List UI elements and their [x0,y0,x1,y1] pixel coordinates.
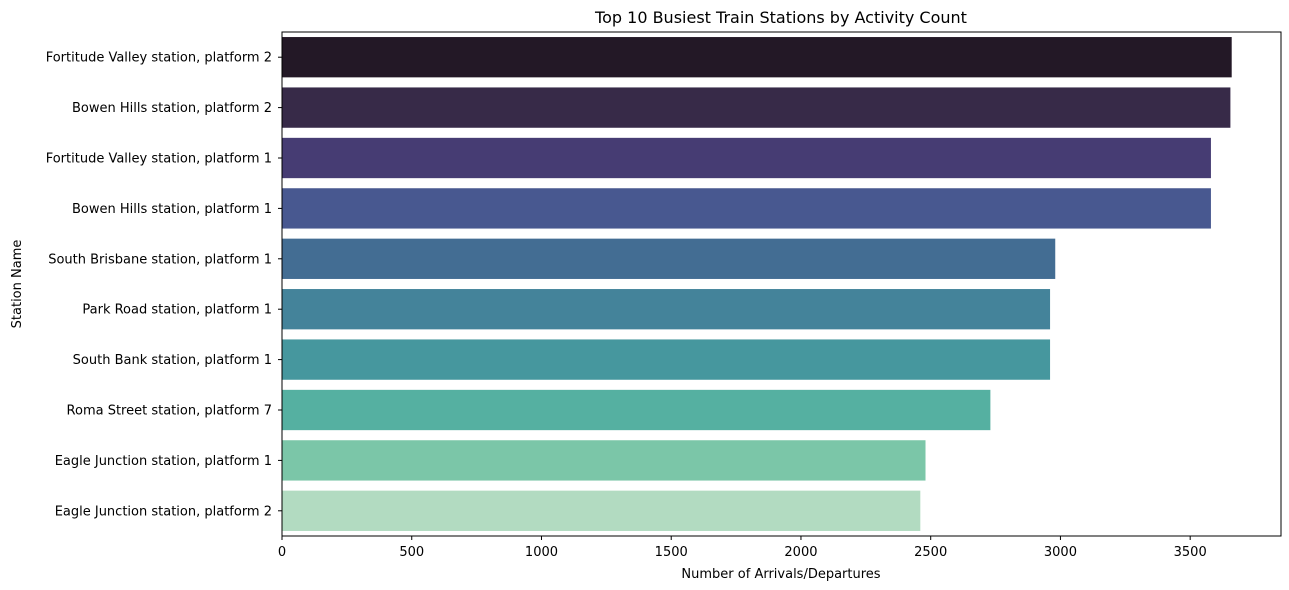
bar [282,490,921,531]
x-tick-label: 0 [278,545,286,560]
bar [282,289,1051,330]
chart-title: Top 10 Busiest Train Stations by Activit… [594,8,967,27]
y-tick-label: Fortitude Valley station, platform 2 [46,51,272,66]
y-tick-label: Bowen Hills station, platform 2 [72,101,272,116]
x-tick-label: 2500 [914,545,947,560]
plot-frame [281,31,1282,537]
x-tick-label: 1000 [525,545,558,560]
bar [282,238,1056,279]
x-tick-label: 500 [399,545,424,560]
bar [282,389,991,431]
bar [282,137,1211,179]
y-tick-label: Park Road station, platform 1 [82,303,272,318]
bar [282,440,926,481]
y-tick-label: Eagle Junction station, platform 2 [55,504,272,519]
x-axis-ticks: 0 500 1000 1500 2000 2500 3000 3500 [278,536,1207,560]
x-tick-label: 3000 [1044,545,1077,560]
y-tick-label: Roma Street station, platform 7 [67,404,272,419]
x-tick-label: 1500 [655,545,688,560]
x-tick-label: 3500 [1174,545,1207,560]
bar [282,87,1231,128]
x-axis-label: Number of Arrivals/Departures [681,567,880,582]
bar [282,339,1051,380]
y-tick-label: Fortitude Valley station, platform 1 [46,152,272,167]
y-tick-label: Bowen Hills station, platform 1 [72,202,272,217]
y-tick-label: South Bank station, platform 1 [73,353,272,368]
y-tick-label: Eagle Junction station, platform 1 [55,454,272,469]
y-tick-label: South Brisbane station, platform 1 [48,252,272,267]
y-axis-label: Station Name [10,240,25,329]
bars-group [282,37,1232,531]
x-tick-label: 2000 [784,545,817,560]
bar [282,188,1211,229]
y-axis-ticks: Fortitude Valley station, platform 2 Bowe… [46,51,282,519]
bar [282,37,1232,78]
